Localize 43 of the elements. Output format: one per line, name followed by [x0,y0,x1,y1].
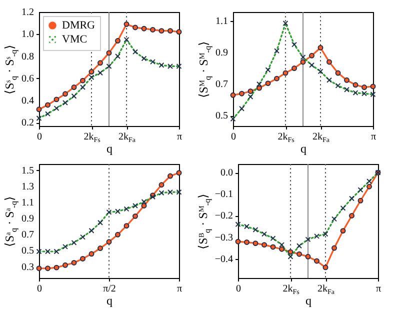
y-tick-label: −0.4 [214,254,233,265]
x-tick-label: 2k$_{Fa}$ [318,284,336,296]
y-tick-label: 1.2 [22,7,34,18]
x-tick-label: π/2 [103,284,116,294]
x-tick-label: π [176,132,182,142]
x-tick-label: 2k$_{Fa}$ [312,132,330,144]
y-tick-label: 1.0 [22,29,34,40]
y-tick-label: 0.9 [22,214,34,225]
x-tick-label: π [376,284,382,294]
x-tick-label: 2k$_{Fs}$ [282,284,300,296]
y-tick-label: 0.3 [22,262,34,273]
x-tick-label: 2k$_{Fs}$ [84,132,101,144]
x-axis-title: q [306,294,312,308]
x-tick-label: 0 [37,284,42,294]
y-tick-label: −0.2 [214,210,233,222]
x-axis-title: q [106,142,112,156]
y-tick-label: 0.8 [22,51,34,62]
x-tick-label: π [370,132,376,142]
y-tick-label: 1.1 [216,16,228,27]
y-tick-label: −0.3 [214,232,233,244]
y-tick-label: 0.5 [22,246,34,257]
x-tick-label: 0 [231,132,236,142]
y-tick-label: 1.5 [22,165,34,176]
y-tick-label: 0.6 [22,73,34,84]
x-tick-label: 2k$_{Fs}$ [278,132,295,144]
y-tick-label: 0.2 [22,118,34,129]
y-tick-label: 0.7 [22,230,34,241]
legend-label: VMC [62,34,88,46]
x-tick-label: 0 [37,132,42,142]
y-tick-label: 1.3 [22,181,34,192]
y-tick-label: 0.4 [22,96,34,107]
x-tick-label: 2k$_{Fa}$ [118,132,136,144]
y-tick-label: 0.9 [216,47,228,58]
y-tick-label: 1.1 [22,198,34,209]
legend-label: DMRG [62,20,96,32]
x-tick-label: π [176,284,182,294]
x-axis-title: q [300,142,306,156]
y-tick-label: 0.7 [216,79,228,90]
x-axis-title: q [106,294,112,308]
x-tick-label: 0 [236,284,241,294]
y-tick-label: 0.0 [220,168,233,179]
y-tick-label: 0.5 [216,110,228,122]
y-tick-label: −0.1 [214,189,233,200]
